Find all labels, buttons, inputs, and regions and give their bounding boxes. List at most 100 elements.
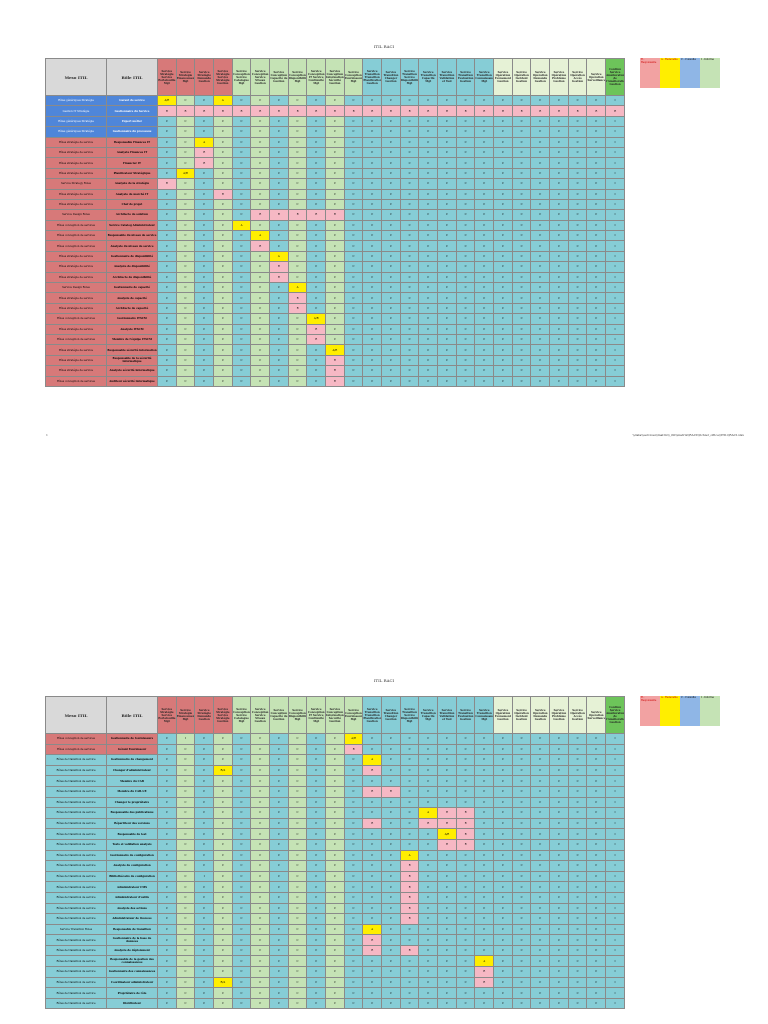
- raci-cell: R: [269, 261, 289, 273]
- raci-cell: C: [586, 913, 607, 925]
- raci-cell: C: [343, 282, 364, 294]
- raci-cell: C: [287, 313, 308, 325]
- raci-cell: C: [549, 944, 569, 957]
- meso-cell: Rôles stratégie de service: [45, 250, 107, 263]
- raci-cell: C: [250, 817, 271, 830]
- raci-cell: R/A: [213, 764, 233, 777]
- raci-cell: C: [325, 126, 345, 138]
- raci-cell: C: [231, 828, 252, 840]
- raci-cell: C: [455, 188, 476, 200]
- raci-cell: C: [586, 126, 607, 138]
- raci-cell: C: [306, 817, 327, 830]
- raci-cell: C: [549, 987, 569, 999]
- raci-cell: C: [362, 354, 383, 367]
- raci-cell: C: [549, 250, 569, 263]
- raci-cell: C: [194, 115, 215, 128]
- p1-header-col-17: Service Transition Connaissance Mgt: [474, 58, 495, 96]
- raci-cell: C: [287, 167, 308, 180]
- raci-cell: C: [493, 870, 513, 883]
- raci-cell: I: [605, 944, 625, 957]
- raci-cell: I: [605, 302, 625, 315]
- raci-cell: C: [474, 754, 495, 766]
- raci-cell: C: [381, 944, 401, 957]
- raci-cell: C: [157, 817, 177, 830]
- raci-cell: C: [455, 333, 476, 346]
- raci-cell: C: [175, 178, 196, 190]
- p1-header-col-10: Service Conception Fournisseur Mgt: [343, 58, 364, 96]
- raci-cell: C: [474, 136, 495, 148]
- raci-cell: C: [530, 828, 551, 840]
- raci-cell: C: [175, 987, 196, 999]
- raci-cell: C: [343, 333, 364, 346]
- p1-header-col-9: Service Conception Information Sécurité …: [325, 58, 345, 96]
- p1-header-col-14: Service Transition Capacité Mgt: [418, 58, 439, 96]
- raci-cell: C: [325, 860, 345, 872]
- raci-cell: C: [511, 292, 532, 304]
- raci-cell: C: [511, 230, 532, 242]
- raci-cell: C: [586, 849, 607, 862]
- raci-cell: C: [287, 219, 308, 232]
- raci-cell: C: [157, 292, 177, 304]
- raci-cell: C: [213, 997, 233, 1010]
- raci-cell: C: [530, 796, 551, 809]
- raci-cell: C: [530, 115, 551, 128]
- raci-cell: C: [213, 333, 233, 346]
- raci-cell: C: [418, 934, 439, 946]
- raci-cell: C: [269, 807, 289, 819]
- p2-header-role: Rôle ITIL: [106, 696, 158, 734]
- raci-cell: C: [530, 955, 551, 968]
- raci-cell: C: [175, 126, 196, 138]
- role-cell: Responsable sécurité information: [106, 344, 158, 356]
- raci-cell: C: [194, 94, 215, 107]
- meso-cell: Rôles stratégie de service: [45, 323, 107, 336]
- raci-cell: C: [269, 775, 289, 787]
- raci-cell: C: [269, 966, 289, 978]
- raci-cell: C: [437, 230, 457, 242]
- raci-cell: C: [549, 838, 569, 851]
- raci-cell: C: [231, 754, 252, 766]
- raci-cell: C: [325, 323, 345, 336]
- raci-cell: C: [530, 733, 551, 745]
- raci-cell: C: [250, 743, 271, 756]
- raci-cell: C: [306, 250, 327, 263]
- raci-cell: C: [250, 955, 271, 968]
- raci-cell: C: [250, 881, 271, 893]
- p2-header-col-20: Service Opération Demande Gestion: [530, 696, 551, 734]
- raci-cell: C: [511, 955, 532, 968]
- raci-cell: C: [511, 860, 532, 872]
- raci-cell: C: [325, 966, 345, 978]
- raci-cell: C: [455, 323, 476, 336]
- raci-cell: C: [381, 934, 401, 946]
- raci-cell: C: [250, 754, 271, 766]
- raci-cell: C: [530, 743, 551, 756]
- raci-cell: C: [474, 902, 495, 915]
- raci-cell: C: [549, 188, 569, 200]
- table-row: Rôles conception de services Gérant Fourn…: [45, 743, 625, 756]
- raci-cell: C: [269, 344, 289, 356]
- meso-cell: Rôles stratégie de service: [45, 157, 107, 169]
- raci-cell: C: [418, 271, 439, 284]
- raci-cell: C: [455, 987, 476, 999]
- raci-cell: C: [381, 333, 401, 346]
- raci-cell: C: [194, 167, 215, 180]
- raci-cell: C: [175, 219, 196, 232]
- raci-cell: C: [493, 828, 513, 840]
- raci-cell: C: [343, 817, 364, 830]
- raci-cell: C: [269, 313, 289, 325]
- raci-cell: C: [250, 167, 271, 180]
- raci-cell: C: [418, 209, 439, 221]
- raci-cell: C: [325, 828, 345, 840]
- p1-header-col-1: Service Stratégie Financement Mgt: [175, 58, 196, 96]
- p2-header-col-3: Service Stratégie Service Stratégie Gest…: [213, 696, 233, 734]
- table-row: Rôles de transition de service Tests et v…: [45, 838, 625, 851]
- raci-cell: C: [530, 764, 551, 777]
- raci-cell: C: [269, 292, 289, 304]
- raci-cell: A: [362, 923, 383, 936]
- raci-cell: C: [362, 240, 383, 252]
- raci-cell: I: [605, 976, 625, 989]
- raci-cell: C: [250, 733, 271, 745]
- raci-cell: C: [157, 333, 177, 346]
- meso-cell: Service Transition Roles: [45, 923, 107, 936]
- raci-cell: I: [605, 271, 625, 284]
- raci-cell: C: [325, 219, 345, 232]
